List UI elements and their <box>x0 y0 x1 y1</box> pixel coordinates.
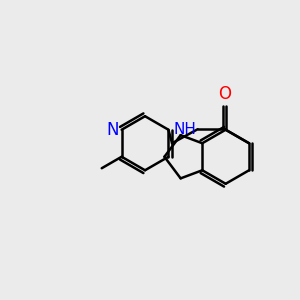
Text: NH: NH <box>173 122 196 137</box>
Text: O: O <box>218 85 231 103</box>
Text: N: N <box>106 121 118 139</box>
